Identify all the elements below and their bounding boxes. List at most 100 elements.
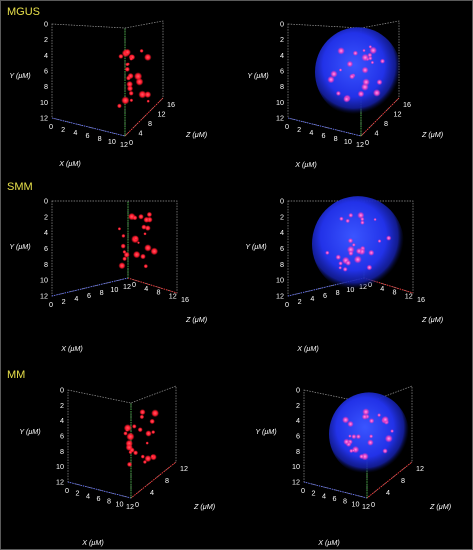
telomere-focus [129, 98, 134, 103]
telomere-focus [120, 243, 126, 249]
z-tick-label: 8 [148, 119, 152, 128]
y-tick-label: 12 [40, 114, 48, 123]
telomere-focus [368, 418, 375, 424]
telomere-focus [129, 56, 134, 61]
x-tick-label: 2 [298, 297, 302, 306]
telomere-focus [125, 443, 133, 451]
telomere-focus [379, 58, 386, 64]
z-tick-label: 4 [139, 129, 143, 138]
nucleus-sphere [329, 392, 409, 476]
y-axis-title: Y (μM) [247, 71, 268, 80]
telomere-focus [349, 73, 355, 80]
x-tick-label: 12 [120, 140, 128, 149]
x-tick-label: 2 [297, 125, 301, 134]
telomere-focus [151, 430, 156, 435]
telomere-focus [137, 427, 143, 433]
telomere-focus [143, 232, 147, 236]
x-tick-label: 8 [98, 134, 102, 143]
telomere-focus [390, 429, 394, 433]
y-tick-label: 6 [44, 244, 48, 253]
x-tick-label: 0 [285, 122, 289, 131]
telomere-focus [145, 441, 149, 445]
telomere-focus [140, 253, 146, 260]
x-tick-label: 10 [108, 137, 116, 146]
telomere-focus [143, 216, 150, 223]
y-tick-label: 6 [296, 432, 300, 441]
telomere-focus [123, 251, 130, 258]
telomere-focus [134, 72, 143, 81]
box-outline [51, 20, 164, 137]
nucleus-sphere [315, 27, 401, 117]
telomere-focus [126, 432, 135, 441]
z-axis-title: Z (μM) [421, 315, 443, 324]
y-tick-label: 10 [40, 98, 48, 107]
x-tick-label: 0 [49, 300, 53, 309]
telomere-focus [325, 250, 330, 255]
z-tick-label: 0 [135, 500, 139, 509]
y-tick-label: 10 [40, 276, 48, 285]
telomere-focus [330, 70, 338, 78]
telomere-focus [145, 430, 152, 437]
telomere-focus [360, 220, 365, 225]
z-axis-line [363, 277, 414, 294]
y-tick-label: 6 [60, 432, 64, 441]
telomere-focus [138, 213, 144, 220]
z-axis-line [130, 461, 177, 499]
x-tick-label: 4 [309, 128, 313, 137]
telomere-focus [146, 99, 150, 103]
telomere-focus [144, 91, 152, 98]
telomere-focus [368, 45, 373, 49]
telomere-focus [125, 428, 129, 432]
z-tick-label: 16 [167, 100, 175, 109]
telomere-focus [140, 454, 145, 459]
x-axis-title: X (μM) [58, 159, 81, 168]
x-tick-label: 10 [352, 499, 360, 508]
telomere-focus [362, 48, 366, 53]
z-tick-label: 16 [403, 100, 411, 109]
z-axis-title: Z (μM) [185, 315, 207, 324]
z-axis-title: Z (μM) [421, 130, 443, 139]
telomere-focus [132, 424, 137, 429]
z-tick-label: 12 [405, 291, 413, 300]
y-tick-label: 0 [296, 386, 300, 395]
z-tick-label: 12 [180, 464, 188, 473]
z-tick-label: 8 [157, 288, 161, 297]
y-tick-label: 8 [60, 447, 64, 456]
z-tick-label: 4 [150, 488, 154, 497]
y-tick-label: 6 [280, 244, 284, 253]
telomere-focus [351, 434, 357, 440]
telomere-focus [117, 103, 122, 109]
telomere-focus [345, 218, 350, 224]
y-tick-label: 4 [44, 228, 48, 237]
telomere-focus [343, 438, 350, 446]
x-tick-label: 10 [110, 285, 118, 294]
telomere-focus [348, 250, 354, 256]
telomere-focus [355, 434, 361, 440]
y-tick-label: 2 [60, 401, 64, 410]
z-tick-label: 4 [380, 284, 384, 293]
telomere-focus [338, 68, 343, 72]
y-tick-label: 12 [276, 292, 284, 301]
x-tick-label: 6 [87, 291, 91, 300]
telomere-focus [144, 244, 152, 252]
x-tick-label: 8 [100, 288, 104, 297]
telomere-focus [339, 216, 344, 222]
x-tick-label: 12 [362, 502, 370, 511]
telomere-focus [352, 50, 359, 56]
telomere-focus [351, 448, 355, 453]
x-axis-title: X (μM) [294, 160, 317, 169]
y-tick-label: 8 [280, 82, 284, 91]
telomere-focus [117, 227, 122, 231]
z-tick-label: 4 [375, 129, 379, 138]
x-tick-label: 2 [61, 125, 65, 134]
telomere-focus [377, 413, 382, 418]
x-tick-label: 8 [343, 497, 347, 506]
telomere-focus [373, 217, 377, 222]
x-tick-label: 8 [334, 134, 338, 143]
y-tick-label: 4 [60, 416, 64, 425]
y-tick-label: 10 [276, 98, 284, 107]
telomere-focus [347, 420, 354, 428]
